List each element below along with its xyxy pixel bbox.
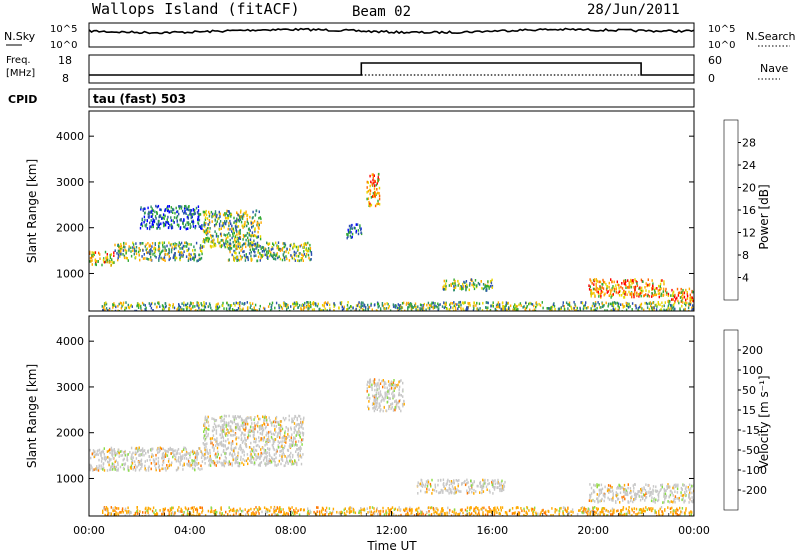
velocity-colorbar: 200 100 50 15 -15 -50 -100 -200 xyxy=(723,329,767,511)
y-tick-1000: 1000 xyxy=(56,472,84,485)
noise-sky-line xyxy=(88,27,695,35)
x-tick-label: 08:00 xyxy=(275,524,307,537)
echo-region xyxy=(416,478,506,495)
echo-region xyxy=(202,209,262,249)
echo-region xyxy=(227,241,313,263)
colorbar-tick-8: 8 xyxy=(742,249,749,262)
x-tick-label: 16:00 xyxy=(476,524,508,537)
y-tick-4000: 4000 xyxy=(56,335,84,348)
echo-region xyxy=(89,250,115,267)
colorbar-tick--100: -100 xyxy=(742,464,767,477)
x-tick-label: 20:00 xyxy=(577,524,609,537)
velocity-y-axis-label: Slant Range [km] xyxy=(25,364,39,468)
cpid-label: CPID xyxy=(8,93,37,106)
noise-right-tick-top: 10^5 xyxy=(708,24,735,35)
y-tick-4000: 4000 xyxy=(56,130,84,143)
echo-region xyxy=(101,300,694,311)
x-tick-label: 12:00 xyxy=(376,524,408,537)
echo-region xyxy=(139,204,203,231)
y-tick-3000: 3000 xyxy=(56,381,84,394)
noise-left-tick-bottom: 10^0 xyxy=(50,40,77,51)
plot-title: Wallops Island (fitACF) xyxy=(92,0,300,18)
velocity-colorbar-label: Velocity [m s⁻¹] xyxy=(757,375,771,468)
colorbar-tick-100: 100 xyxy=(742,364,763,377)
colorbar-tick-200: 200 xyxy=(742,344,763,357)
freq-label-line2: [MHz] xyxy=(6,68,35,79)
cpid-program: tau (fast) 503 xyxy=(93,92,186,106)
echo-region xyxy=(588,483,694,504)
x-tick-label: 04:00 xyxy=(174,524,206,537)
echo-region xyxy=(366,172,381,208)
noise-left-label: N.Sky xyxy=(4,30,36,43)
colorbar-tick--15: -15 xyxy=(742,424,760,437)
nave-label: Nave xyxy=(760,62,788,75)
colorbar-tick--50: -50 xyxy=(742,444,760,457)
noise-left-tick-top: 10^5 xyxy=(50,24,77,35)
velocity-echo-map xyxy=(89,378,694,516)
colorbar-tick-50: 50 xyxy=(742,384,756,397)
colorbar-tick-15: 15 xyxy=(742,404,756,417)
frequency-panel: Freq. [MHz] 18 8 60 0 Nave xyxy=(6,54,788,85)
noise-right-tick-bottom: 10^0 xyxy=(708,40,735,51)
power-panel: 1000 2000 3000 4000 Slant Range [km] 28 24 20… xyxy=(25,110,771,312)
freq-label-line1: Freq. xyxy=(6,55,31,66)
x-tick-label: 00:00 xyxy=(73,524,105,537)
echo-region xyxy=(89,446,204,472)
date-label: 28/Jun/2011 xyxy=(587,2,680,18)
nave-tick-top: 60 xyxy=(708,54,722,67)
y-tick-3000: 3000 xyxy=(56,176,84,189)
power-colorbar-label: Power [dB] xyxy=(757,184,771,249)
colorbar-tick-24: 24 xyxy=(742,159,756,172)
echo-region xyxy=(102,505,694,516)
colorbar-tick-4: 4 xyxy=(742,272,749,285)
echo-region xyxy=(346,223,363,240)
echo-region xyxy=(442,278,494,292)
freq-tick-top: 18 xyxy=(58,54,72,67)
power-echo-map xyxy=(89,172,694,311)
nave-tick-bottom: 0 xyxy=(708,72,715,85)
colorbar-tick--200: -200 xyxy=(742,484,767,497)
y-tick-2000: 2000 xyxy=(56,222,84,235)
y-tick-2000: 2000 xyxy=(56,427,84,440)
freq-tick-bottom: 8 xyxy=(62,72,69,85)
beam-label: Beam 02 xyxy=(352,4,411,20)
echo-region xyxy=(202,414,305,468)
echo-region xyxy=(664,287,694,303)
colorbar-tick-28: 28 xyxy=(742,137,756,150)
x-tick-label: 00:00 xyxy=(678,524,710,537)
frequency-line xyxy=(89,62,694,76)
velocity-panel: 1000 2000 3000 4000 00:00 04:00 08:00 12:00 16:… xyxy=(25,315,771,553)
power-colorbar: 28 24 20 16 12 8 4 xyxy=(723,119,756,301)
colorbar-tick-16: 16 xyxy=(742,204,756,217)
echo-region xyxy=(366,378,405,413)
y-tick-1000: 1000 xyxy=(56,267,84,280)
colorbar-tick-20: 20 xyxy=(742,182,756,195)
colorbar-tick-12: 12 xyxy=(742,227,756,240)
noise-right-label: N.Search xyxy=(746,30,796,43)
noise-panel: N.Sky 10^5 10^0 10^5 10^0 N.Search xyxy=(4,22,796,51)
cpid-panel: CPID tau (fast) 503 xyxy=(8,88,695,108)
echo-region xyxy=(114,241,204,263)
power-y-axis-label: Slant Range [km] xyxy=(25,159,39,263)
x-axis-label: Time UT xyxy=(366,539,417,553)
echo-region xyxy=(588,278,665,299)
